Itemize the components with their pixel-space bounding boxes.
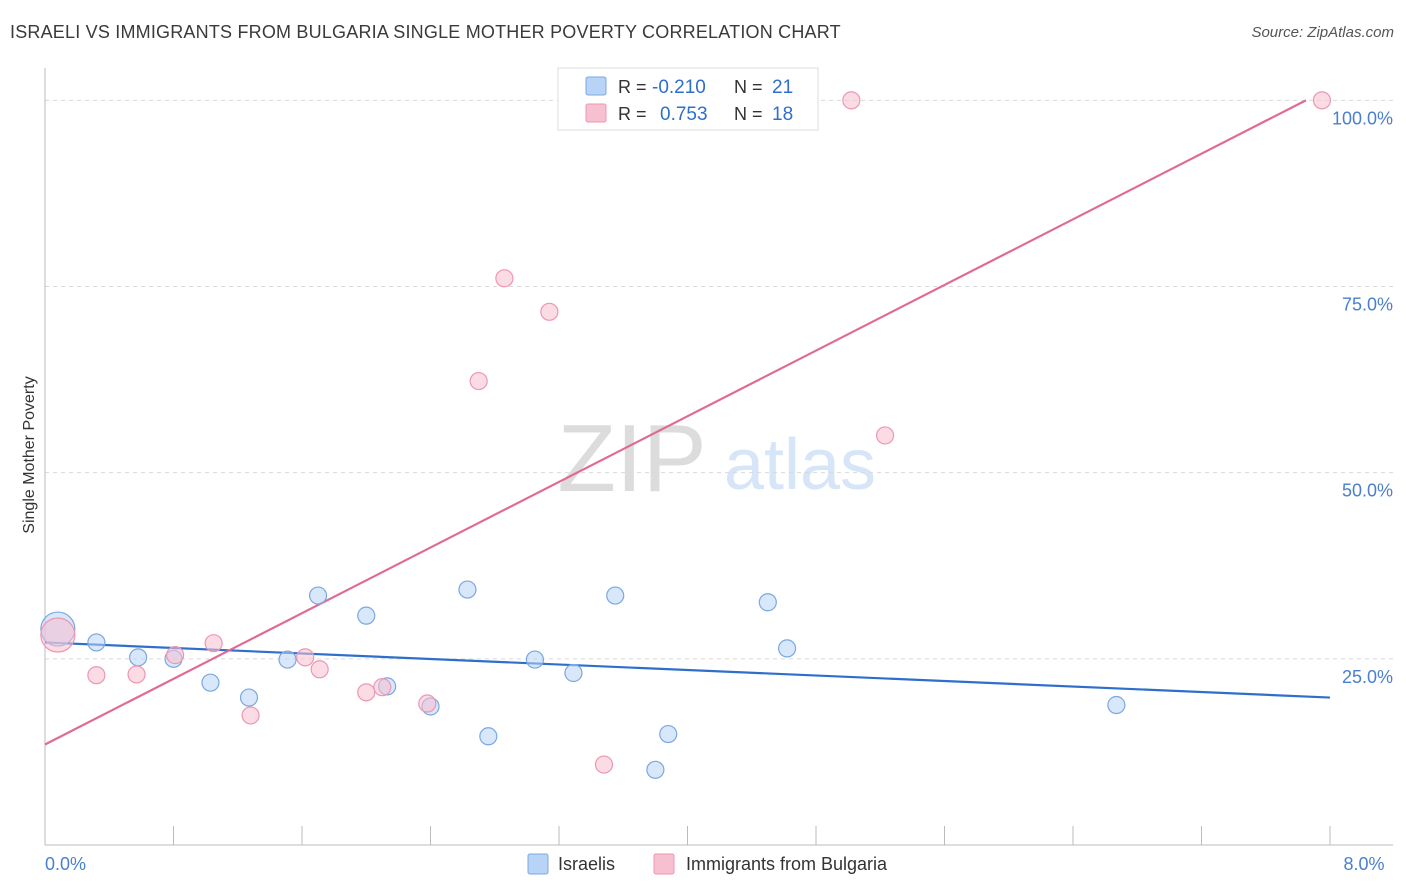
point-bulgaria [875, 426, 895, 445]
point-bulgaria [204, 634, 223, 653]
point-israelis [479, 727, 498, 746]
point-israelis [129, 648, 148, 667]
point-bulgaria [495, 269, 514, 288]
axes [44, 68, 1393, 846]
point-bulgaria [310, 660, 329, 679]
bottom-legend-label-israelis: Israelis [558, 854, 615, 874]
x-tick-label: 0.0% [45, 854, 86, 874]
legend-r-value-bulgaria: 0.753 [660, 104, 708, 125]
point-israelis [239, 688, 259, 707]
data-points [40, 91, 1332, 779]
point-israelis [606, 586, 625, 605]
point-bulgaria [418, 694, 437, 713]
point-bulgaria [241, 706, 260, 725]
y-tick-label: 75.0% [1342, 295, 1393, 315]
bottom-legend-swatch-bulgaria [653, 853, 675, 875]
point-bulgaria [357, 683, 376, 702]
chart-title: ISRAELI VS IMMIGRANTS FROM BULGARIA SING… [10, 22, 841, 42]
point-israelis [357, 606, 376, 625]
point-bulgaria [594, 755, 614, 774]
bottom-legend-swatch-israelis [527, 853, 549, 875]
point-bulgaria [373, 678, 392, 697]
point-bulgaria [469, 371, 488, 391]
correlation-legend: R = -0.210 N = 21 R = 0.753 N = 18 [557, 67, 819, 131]
watermark-atlas: atlas [724, 425, 876, 505]
legend-n-value-israelis: 21 [772, 77, 793, 98]
point-israelis [308, 586, 328, 605]
trend-line-bulgaria [44, 99, 1307, 746]
bottom-legend-label-bulgaria: Immigrants from Bulgaria [686, 854, 888, 874]
source-credit: Source: ZipAtlas.com [1251, 24, 1394, 41]
x-tick-label: 8.0% [1343, 854, 1384, 874]
point-israelis [659, 724, 678, 744]
point-bulgaria [40, 617, 76, 653]
point-israelis [646, 760, 665, 779]
legend-r-label-bulgaria: R = [618, 104, 647, 124]
point-bulgaria [87, 666, 106, 685]
point-bulgaria [1312, 91, 1332, 110]
watermark-zip: ZIP [557, 405, 706, 512]
tick-labels: 25.0% 50.0% 75.0% 100.0% 0.0% 8.0% [45, 108, 1393, 874]
legend-r-value-israelis: -0.210 [652, 77, 706, 98]
point-bulgaria [296, 648, 315, 667]
point-israelis [87, 633, 106, 652]
point-israelis [458, 580, 477, 599]
y-axis-label: Single Mother Poverty [21, 376, 38, 533]
series-legend: Israelis Immigrants from Bulgaria [527, 853, 888, 875]
legend-swatch-israelis [585, 76, 607, 96]
trend-lines [44, 99, 1331, 746]
point-israelis [1107, 695, 1126, 715]
point-bulgaria [540, 302, 559, 321]
legend-swatch-bulgaria [585, 103, 607, 123]
legend-r-label-israelis: R = [618, 77, 647, 97]
y-tick-label: 50.0% [1342, 481, 1393, 501]
y-tick-label: 100.0% [1332, 108, 1393, 128]
legend-n-label-bulgaria: N = [734, 104, 763, 124]
legend-n-label-israelis: N = [734, 77, 763, 97]
trend-line-israelis [44, 641, 1331, 699]
point-bulgaria [166, 646, 185, 665]
point-bulgaria [127, 665, 146, 684]
gridlines [45, 99, 1393, 660]
point-israelis [525, 650, 545, 669]
point-israelis [564, 663, 583, 683]
point-israelis [278, 650, 297, 669]
point-israelis [758, 593, 777, 612]
y-tick-label: 25.0% [1342, 667, 1393, 687]
legend-n-value-bulgaria: 18 [772, 104, 793, 125]
point-bulgaria [842, 91, 861, 110]
point-israelis [777, 639, 797, 658]
point-israelis [201, 673, 220, 692]
